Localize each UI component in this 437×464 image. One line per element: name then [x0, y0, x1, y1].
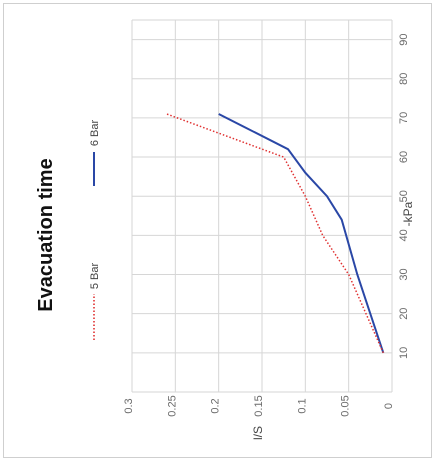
legend: 6 Bar 5 Bar	[89, 120, 101, 340]
y-tick-label: 0.25	[166, 395, 178, 416]
x-tick-label: 40	[398, 229, 410, 241]
series-line-6-bar	[218, 113, 385, 354]
x-tick-label: 30	[398, 268, 410, 280]
y-tick-label: 0	[383, 403, 395, 409]
y-tick-label: 0.05	[340, 395, 352, 416]
x-tick-label: 70	[398, 112, 410, 124]
y-tick-labels: 0 0.05 0.1 0.15 0.2 0.25 0.3	[123, 395, 395, 416]
x-axis-label: -kPa	[401, 201, 415, 226]
x-tick-label: 10	[398, 347, 410, 359]
x-tick-labels: 10 20 30 40 50 60 70 80 90	[398, 33, 410, 359]
x-tick-label: 60	[398, 151, 410, 163]
x-tick-label: 80	[398, 73, 410, 85]
x-tick-label: 20	[398, 308, 410, 320]
legend-label-5-bar: 5 Bar	[89, 263, 101, 290]
y-tick-label: 0.2	[210, 398, 222, 413]
series-lines	[166, 113, 385, 354]
x-tick-label: 90	[398, 33, 410, 45]
y-tick-label: 0.15	[253, 395, 265, 416]
y-tick-label: 0.1	[296, 398, 308, 413]
y-tick-label: 0.3	[123, 398, 135, 413]
x-tick-label: 50	[398, 190, 410, 202]
series-line-5-bar	[166, 113, 384, 354]
chart-title: Evacuation time	[35, 158, 57, 311]
legend-label-6-bar: 6 Bar	[89, 120, 101, 147]
grid	[131, 19, 393, 393]
y-axis-label: l/S	[251, 426, 265, 440]
